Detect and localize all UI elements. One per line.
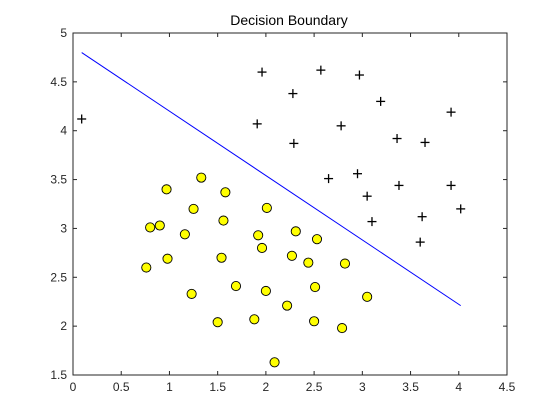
circle-marker <box>218 215 229 226</box>
x-tick-label: 4.5 <box>499 380 516 394</box>
plus-marker <box>252 119 262 129</box>
chart-title: Decision Boundary <box>230 12 348 28</box>
y-tick-label: 4.5 <box>50 75 67 89</box>
x-tick-label: 1 <box>166 380 173 394</box>
plus-marker <box>316 65 326 75</box>
plus-marker <box>336 121 346 131</box>
circle-marker <box>179 229 190 240</box>
circle-marker <box>286 250 297 261</box>
circle-marker <box>154 220 165 231</box>
circle-marker <box>220 187 231 198</box>
x-tick-label: 2.5 <box>306 380 323 394</box>
plus-marker <box>324 174 334 184</box>
plus-marker <box>367 217 377 227</box>
x-tick-label: 4 <box>455 380 462 394</box>
circle-marker <box>337 323 348 334</box>
plus-marker <box>415 237 425 247</box>
y-tick-label: 3 <box>60 221 67 235</box>
plus-marker <box>289 138 299 148</box>
circle-marker <box>253 230 264 241</box>
plus-marker <box>353 169 363 179</box>
negative-points <box>141 172 373 368</box>
y-tick-label: 2.5 <box>50 270 67 284</box>
positive-points <box>77 65 466 247</box>
plus-marker <box>362 191 372 201</box>
circle-marker <box>161 184 172 195</box>
plus-marker <box>392 134 402 144</box>
circle-marker <box>141 262 152 273</box>
x-tick-label: 2 <box>263 380 270 394</box>
circle-marker <box>188 203 199 214</box>
plot-area <box>73 33 507 375</box>
circle-marker <box>145 222 156 233</box>
boundary-layer <box>81 52 461 307</box>
x-tick-label: 3 <box>359 380 366 394</box>
circle-marker <box>339 258 351 269</box>
circle-marker <box>311 234 323 245</box>
y-tick-label: 2 <box>60 319 67 333</box>
circle-marker <box>362 291 373 302</box>
plus-marker <box>376 96 386 106</box>
plot-frame <box>72 32 508 376</box>
x-tick-label: 0.5 <box>113 380 130 394</box>
decision-boundary-line <box>81 52 461 307</box>
x-tick-label: 1.5 <box>209 380 226 394</box>
y-tick-label: 1.5 <box>50 368 67 382</box>
plus-marker <box>354 70 364 80</box>
circle-marker <box>186 288 197 299</box>
y-tick-label: 4 <box>60 124 67 138</box>
plus-marker <box>420 137 430 147</box>
plus-marker <box>394 180 404 190</box>
circle-marker <box>216 252 227 263</box>
circle-marker <box>261 202 272 213</box>
circle-marker <box>260 285 271 297</box>
plus-marker <box>257 67 267 77</box>
y-tick-label: 5 <box>60 26 67 40</box>
x-tick-label: 0 <box>70 380 77 394</box>
plus-marker <box>77 114 87 124</box>
circle-marker <box>230 281 242 292</box>
x-tick-label: 3.5 <box>402 380 419 394</box>
plus-marker <box>417 212 427 222</box>
circle-marker <box>310 282 321 293</box>
circle-marker <box>290 226 301 237</box>
circle-marker <box>282 300 293 311</box>
plus-marker <box>456 204 466 214</box>
plus-marker <box>446 180 456 190</box>
y-tick-label: 3.5 <box>50 173 67 187</box>
circle-marker <box>309 316 320 327</box>
circle-marker <box>196 172 207 183</box>
circle-marker <box>256 242 268 254</box>
circle-marker <box>269 357 280 368</box>
x-axis-ticks: 0 0.5 1 1.5 2 2.5 3 3.5 4 4.5 <box>70 33 516 394</box>
circle-marker <box>162 253 173 264</box>
circle-marker <box>303 257 314 268</box>
circle-marker <box>249 314 260 325</box>
plus-marker <box>446 107 456 117</box>
circle-marker <box>212 317 223 328</box>
plus-marker <box>288 89 298 99</box>
